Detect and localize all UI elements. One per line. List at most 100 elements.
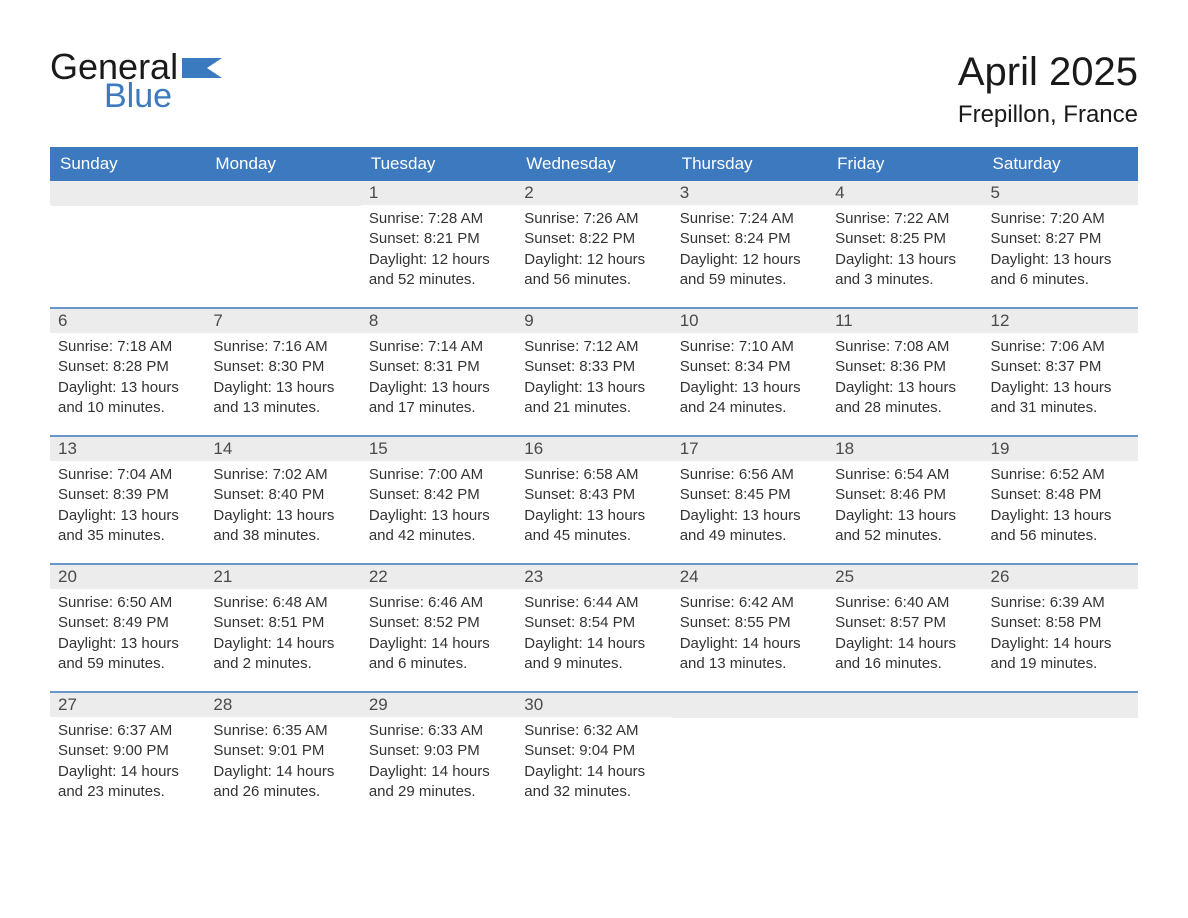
calendar-cell: 9Sunrise: 7:12 AMSunset: 8:33 PMDaylight…	[516, 309, 671, 435]
daylight-line: Daylight: 13 hours and 24 minutes.	[680, 378, 819, 419]
day-number: 28	[205, 693, 360, 717]
calendar-cell: 13Sunrise: 7:04 AMSunset: 8:39 PMDayligh…	[50, 437, 205, 563]
sunrise-line: Sunrise: 6:48 AM	[213, 593, 352, 613]
day-number: 21	[205, 565, 360, 589]
calendar-cell: 17Sunrise: 6:56 AMSunset: 8:45 PMDayligh…	[672, 437, 827, 563]
cell-body: Sunrise: 7:18 AMSunset: 8:28 PMDaylight:…	[50, 333, 205, 428]
sunset-line: Sunset: 8:33 PM	[524, 357, 663, 377]
sunset-line: Sunset: 8:30 PM	[213, 357, 352, 377]
calendar-cell: 10Sunrise: 7:10 AMSunset: 8:34 PMDayligh…	[672, 309, 827, 435]
sunset-line: Sunset: 8:51 PM	[213, 613, 352, 633]
day-number: 22	[361, 565, 516, 589]
sunrise-line: Sunrise: 6:39 AM	[991, 593, 1130, 613]
cell-body: Sunrise: 7:24 AMSunset: 8:24 PMDaylight:…	[672, 205, 827, 300]
day-number: 24	[672, 565, 827, 589]
daylight-line: Daylight: 13 hours and 10 minutes.	[58, 378, 197, 419]
day-number: 8	[361, 309, 516, 333]
daylight-line: Daylight: 13 hours and 21 minutes.	[524, 378, 663, 419]
sunrise-line: Sunrise: 6:50 AM	[58, 593, 197, 613]
sunset-line: Sunset: 8:28 PM	[58, 357, 197, 377]
day-number	[205, 181, 360, 206]
daylight-line: Daylight: 13 hours and 13 minutes.	[213, 378, 352, 419]
calendar-cell: 1Sunrise: 7:28 AMSunset: 8:21 PMDaylight…	[361, 181, 516, 307]
day-number	[50, 181, 205, 206]
calendar-cell: 4Sunrise: 7:22 AMSunset: 8:25 PMDaylight…	[827, 181, 982, 307]
sunrise-line: Sunrise: 7:16 AM	[213, 337, 352, 357]
sunrise-line: Sunrise: 6:58 AM	[524, 465, 663, 485]
sunrise-line: Sunrise: 7:02 AM	[213, 465, 352, 485]
daylight-line: Daylight: 13 hours and 45 minutes.	[524, 506, 663, 547]
sunrise-line: Sunrise: 7:18 AM	[58, 337, 197, 357]
day-number: 18	[827, 437, 982, 461]
day-number: 14	[205, 437, 360, 461]
daylight-line: Daylight: 13 hours and 38 minutes.	[213, 506, 352, 547]
cell-body: Sunrise: 6:35 AMSunset: 9:01 PMDaylight:…	[205, 717, 360, 812]
sunset-line: Sunset: 8:39 PM	[58, 485, 197, 505]
logo: General Blue	[50, 50, 222, 112]
day-number: 13	[50, 437, 205, 461]
day-header: Tuesday	[361, 147, 516, 181]
daylight-line: Daylight: 14 hours and 29 minutes.	[369, 762, 508, 803]
day-number: 7	[205, 309, 360, 333]
day-header: Friday	[827, 147, 982, 181]
sunset-line: Sunset: 8:55 PM	[680, 613, 819, 633]
calendar-cell: 20Sunrise: 6:50 AMSunset: 8:49 PMDayligh…	[50, 565, 205, 691]
day-number	[983, 693, 1138, 718]
sunset-line: Sunset: 8:45 PM	[680, 485, 819, 505]
daylight-line: Daylight: 14 hours and 26 minutes.	[213, 762, 352, 803]
sunset-line: Sunset: 8:57 PM	[835, 613, 974, 633]
day-header-row: SundayMondayTuesdayWednesdayThursdayFrid…	[50, 147, 1138, 181]
daylight-line: Daylight: 14 hours and 32 minutes.	[524, 762, 663, 803]
cell-body: Sunrise: 6:54 AMSunset: 8:46 PMDaylight:…	[827, 461, 982, 556]
day-number: 9	[516, 309, 671, 333]
daylight-line: Daylight: 13 hours and 3 minutes.	[835, 250, 974, 291]
calendar-cell: 14Sunrise: 7:02 AMSunset: 8:40 PMDayligh…	[205, 437, 360, 563]
day-number: 27	[50, 693, 205, 717]
sunset-line: Sunset: 8:48 PM	[991, 485, 1130, 505]
sunset-line: Sunset: 8:24 PM	[680, 229, 819, 249]
cell-body: Sunrise: 7:12 AMSunset: 8:33 PMDaylight:…	[516, 333, 671, 428]
cell-body: Sunrise: 6:40 AMSunset: 8:57 PMDaylight:…	[827, 589, 982, 684]
sunrise-line: Sunrise: 6:46 AM	[369, 593, 508, 613]
sunrise-line: Sunrise: 6:52 AM	[991, 465, 1130, 485]
calendar-cell: 29Sunrise: 6:33 AMSunset: 9:03 PMDayligh…	[361, 693, 516, 819]
week-row: 6Sunrise: 7:18 AMSunset: 8:28 PMDaylight…	[50, 307, 1138, 435]
calendar-cell	[205, 181, 360, 307]
calendar-cell: 6Sunrise: 7:18 AMSunset: 8:28 PMDaylight…	[50, 309, 205, 435]
sunset-line: Sunset: 8:31 PM	[369, 357, 508, 377]
cell-body: Sunrise: 6:33 AMSunset: 9:03 PMDaylight:…	[361, 717, 516, 812]
sunrise-line: Sunrise: 7:12 AM	[524, 337, 663, 357]
sunset-line: Sunset: 8:52 PM	[369, 613, 508, 633]
location: Frepillon, France	[958, 101, 1138, 129]
header: General Blue April 2025 Frepillon, Franc…	[50, 50, 1138, 129]
daylight-line: Daylight: 13 hours and 31 minutes.	[991, 378, 1130, 419]
sunrise-line: Sunrise: 6:33 AM	[369, 721, 508, 741]
calendar-cell: 15Sunrise: 7:00 AMSunset: 8:42 PMDayligh…	[361, 437, 516, 563]
sunrise-line: Sunrise: 6:35 AM	[213, 721, 352, 741]
cell-body: Sunrise: 6:46 AMSunset: 8:52 PMDaylight:…	[361, 589, 516, 684]
sunrise-line: Sunrise: 6:40 AM	[835, 593, 974, 613]
sunset-line: Sunset: 8:22 PM	[524, 229, 663, 249]
sunset-line: Sunset: 9:03 PM	[369, 741, 508, 761]
cell-body: Sunrise: 6:44 AMSunset: 8:54 PMDaylight:…	[516, 589, 671, 684]
day-header: Monday	[205, 147, 360, 181]
daylight-line: Daylight: 12 hours and 52 minutes.	[369, 250, 508, 291]
calendar-cell: 25Sunrise: 6:40 AMSunset: 8:57 PMDayligh…	[827, 565, 982, 691]
daylight-line: Daylight: 13 hours and 6 minutes.	[991, 250, 1130, 291]
day-number: 4	[827, 181, 982, 205]
sunset-line: Sunset: 8:43 PM	[524, 485, 663, 505]
sunrise-line: Sunrise: 7:08 AM	[835, 337, 974, 357]
daylight-line: Daylight: 14 hours and 13 minutes.	[680, 634, 819, 675]
cell-body: Sunrise: 7:06 AMSunset: 8:37 PMDaylight:…	[983, 333, 1138, 428]
daylight-line: Daylight: 13 hours and 49 minutes.	[680, 506, 819, 547]
daylight-line: Daylight: 13 hours and 17 minutes.	[369, 378, 508, 419]
cell-body: Sunrise: 7:04 AMSunset: 8:39 PMDaylight:…	[50, 461, 205, 556]
week-row: 20Sunrise: 6:50 AMSunset: 8:49 PMDayligh…	[50, 563, 1138, 691]
sunset-line: Sunset: 8:36 PM	[835, 357, 974, 377]
title-block: April 2025 Frepillon, France	[958, 50, 1138, 129]
sunset-line: Sunset: 8:54 PM	[524, 613, 663, 633]
day-number: 30	[516, 693, 671, 717]
day-number: 11	[827, 309, 982, 333]
logo-word-2: Blue	[104, 80, 178, 112]
sunset-line: Sunset: 9:04 PM	[524, 741, 663, 761]
